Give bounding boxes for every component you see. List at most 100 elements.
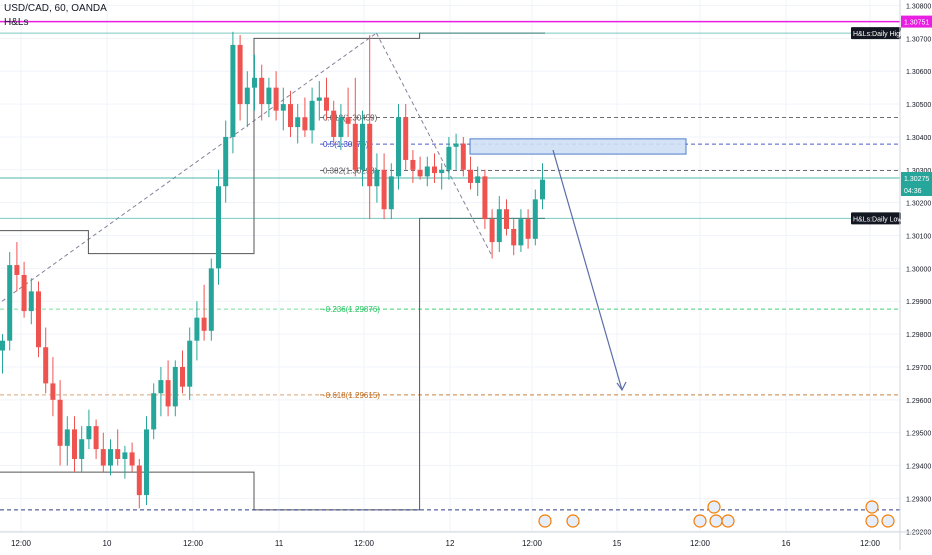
candle-body [460, 143, 466, 170]
candle-body [187, 340, 193, 387]
candle-body [511, 228, 517, 246]
economic-event-icon[interactable] [709, 514, 723, 528]
time-tick-label: 12 [446, 539, 455, 548]
economic-event-icon[interactable] [865, 514, 879, 528]
time-tick-label: 11 [275, 539, 284, 548]
candle-body [180, 366, 185, 387]
candle-body [410, 159, 416, 170]
hl-label-text: H&Ls:Daily High [853, 31, 904, 38]
candle-body [7, 265, 13, 341]
candle-body [223, 136, 229, 187]
price-tick-label: 1.29300 [906, 496, 931, 503]
candle-body [309, 100, 315, 131]
candle-body [288, 104, 293, 128]
candle-body [172, 366, 178, 407]
candle-body [525, 219, 531, 239]
candle-body [50, 383, 56, 400]
candle-body [194, 317, 200, 341]
candle-body [43, 347, 49, 384]
candle-body [259, 77, 265, 105]
candle-body [208, 268, 214, 331]
candle-body [136, 465, 142, 496]
candle-body [489, 219, 495, 243]
candle-body [381, 169, 387, 210]
fib-trend-line-up [1, 32, 377, 302]
price-tick-label: 1.29600 [906, 398, 931, 405]
candle-body [79, 439, 85, 459]
candle-body [64, 429, 70, 446]
candle-body [345, 117, 351, 124]
price-badge [901, 15, 932, 28]
fib-level-label: 0.382(1.30298) [323, 166, 378, 175]
candle-body [280, 104, 286, 111]
economic-event-icon[interactable] [865, 500, 879, 514]
candle-body [403, 117, 409, 160]
price-tick-label: 1.30200 [906, 201, 931, 208]
candle-body [144, 429, 149, 496]
supply-zone-rect[interactable] [469, 138, 687, 155]
symbol-title: USD/CAD, 60, OANDA [4, 3, 107, 14]
candle-body [324, 97, 329, 111]
candle-body [446, 146, 452, 170]
economic-event-icon[interactable] [721, 514, 735, 528]
economic-event-icon[interactable] [881, 514, 895, 528]
candle-body [72, 429, 77, 459]
candle-body [295, 117, 301, 128]
candle-body [14, 265, 20, 275]
forecast-arrow-head [616, 381, 627, 392]
price-badge-label: 1.30275 [904, 176, 929, 183]
price-tick-label: 1.30600 [906, 69, 931, 76]
time-tick-label: 12:00 [11, 539, 32, 548]
candle-body [518, 219, 524, 246]
price-tick-label: 1.30300 [906, 168, 931, 175]
candle-body [237, 44, 243, 105]
price-tick-label: 1.30700 [906, 36, 931, 43]
price-badge [901, 184, 932, 197]
price-tick-label: 1.30000 [906, 266, 931, 273]
candle-body [108, 449, 113, 466]
hl-label-badge [851, 212, 901, 225]
candle-body [165, 380, 171, 407]
time-tick-label: 16 [782, 539, 791, 548]
price-tick-label: 1.29200 [906, 529, 931, 536]
time-tick-label: 12:00 [183, 539, 204, 548]
fib-level-label: -0.236(1.29876) [323, 305, 380, 314]
indicator-name: H&Ls [4, 17, 29, 28]
candle-body [396, 117, 401, 177]
daily-high-step-line [0, 32, 545, 255]
time-tick-label: 12:00 [690, 539, 711, 548]
price-tick-label: 1.29800 [906, 332, 931, 339]
price-tick-label: 1.30100 [906, 234, 931, 241]
fib-level-label: -0.618(1.29615) [323, 391, 380, 400]
time-tick-label: 15 [613, 539, 622, 548]
economic-event-icon[interactable] [566, 514, 580, 528]
economic-event-icon[interactable] [538, 514, 552, 528]
economic-event-icon[interactable] [693, 514, 707, 528]
candle-body [439, 169, 445, 174]
price-tick-label: 1.29500 [906, 431, 931, 438]
candle-body [36, 291, 41, 348]
price-badge-label: 04:36 [904, 188, 922, 195]
forecast-arrow [552, 149, 623, 391]
candle-body [273, 87, 279, 111]
candle-body [388, 176, 394, 210]
candle-body [158, 380, 164, 394]
hl-label-badge [851, 27, 901, 40]
candle-body [28, 291, 34, 312]
candle-body [266, 87, 272, 105]
candle-body [468, 169, 473, 183]
candle-body [432, 166, 437, 174]
candle-body [338, 117, 344, 137]
candle-body [244, 87, 250, 105]
candle-body [374, 169, 380, 187]
candle-body [417, 169, 423, 177]
candle-body [496, 209, 502, 243]
candle-body [352, 123, 358, 170]
price-badge [901, 172, 932, 185]
candle-body [151, 393, 157, 430]
candle-body [424, 166, 430, 177]
economic-event-icon[interactable] [707, 500, 721, 514]
candle-body [453, 143, 459, 147]
